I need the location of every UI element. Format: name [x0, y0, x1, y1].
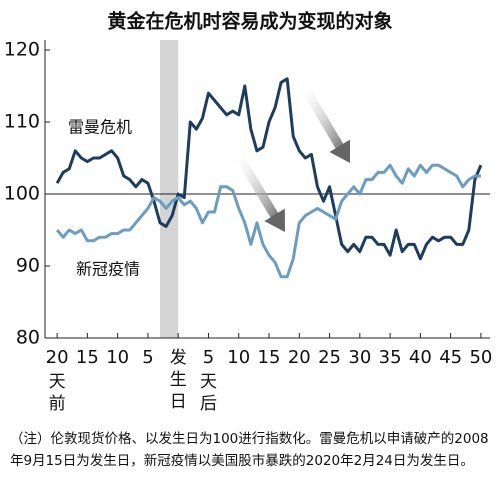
footnote: （注）伦敦现货价格、以发生日为100进行指数化。雷曼危机以申请破产的2008年9… [10, 431, 489, 469]
shaded-region [160, 40, 179, 338]
arrow-head [264, 208, 285, 232]
x-tick-label: 45 [439, 347, 462, 368]
x-tick-label: 10 [106, 347, 129, 368]
x-tick-label: 20 [46, 347, 69, 368]
annotation: 天前 [49, 372, 66, 414]
x-tick-label: 10 [227, 347, 250, 368]
x-tick-label: 15 [258, 347, 281, 368]
x-tick-label: 30 [348, 347, 371, 368]
y-tick-label: 120 [4, 39, 40, 61]
chart: 黄金在危机时容易成为变现的对象 80 90 100 110 120 20 15 10 5 发生日 5… [4, 10, 493, 415]
arrow-head [329, 139, 350, 163]
y-tick-label: 100 [4, 183, 40, 205]
chart-title: 黄金在危机时容易成为变现的对象 [107, 10, 392, 33]
x-tick-label: 发生日 [170, 348, 187, 412]
annotation: 天后 [200, 372, 217, 414]
x-tick-label: 20 [288, 347, 311, 368]
series-label: 雷曼危机 [68, 118, 132, 137]
series-label: 新冠疫情 [76, 260, 140, 279]
series-line [55, 77, 483, 261]
arrow [234, 152, 283, 226]
arrow [301, 85, 348, 157]
x-tick-label: 40 [409, 347, 432, 368]
x-tick-label: 35 [379, 347, 402, 368]
series-line [55, 163, 481, 279]
y-tick-label: 90 [16, 255, 40, 277]
x-tick-label: 25 [318, 347, 341, 368]
x-tick-label: 50 [469, 347, 492, 368]
y-tick-label: 80 [16, 327, 40, 349]
y-tick-label: 110 [4, 111, 40, 133]
x-tick-label: 5 [203, 347, 214, 368]
x-tick-label: 5 [142, 347, 153, 368]
x-tick-label: 15 [76, 347, 99, 368]
